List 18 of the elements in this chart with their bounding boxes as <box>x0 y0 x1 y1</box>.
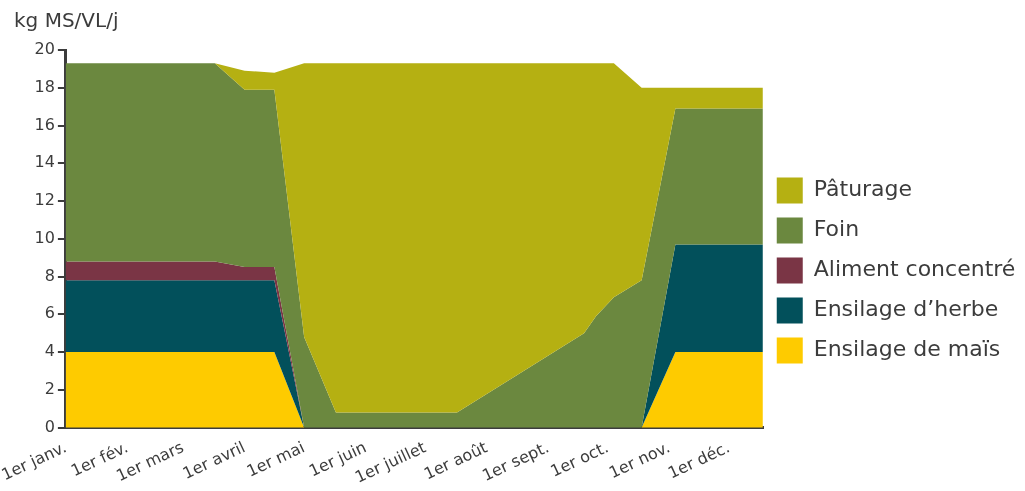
y-tick-label: 0 <box>44 416 55 436</box>
y-tick-label: 2 <box>44 378 55 398</box>
y-axis-title: kg MS/VL/j <box>14 8 119 33</box>
y-tick-label: 18 <box>34 76 55 96</box>
y-tick-label: 8 <box>44 265 55 285</box>
y-tick-label: 16 <box>34 114 55 134</box>
legend-label: Aliment concentré <box>813 256 1016 282</box>
legend-label: Pâturage <box>813 176 913 202</box>
x-tick-label: 1er janv. <box>0 437 70 485</box>
legend-label: Ensilage de maïs <box>813 336 1001 362</box>
y-tick-label: 12 <box>34 190 55 210</box>
legend-label: Ensilage d’herbe <box>813 296 999 322</box>
y-tick-label: 10 <box>34 227 55 247</box>
legend-label: Foin <box>813 216 860 242</box>
y-tick-label: 6 <box>44 303 55 323</box>
y-tick-label: 14 <box>34 152 55 172</box>
y-tick-label: 4 <box>44 341 55 361</box>
y-tick-label: 20 <box>34 39 55 59</box>
